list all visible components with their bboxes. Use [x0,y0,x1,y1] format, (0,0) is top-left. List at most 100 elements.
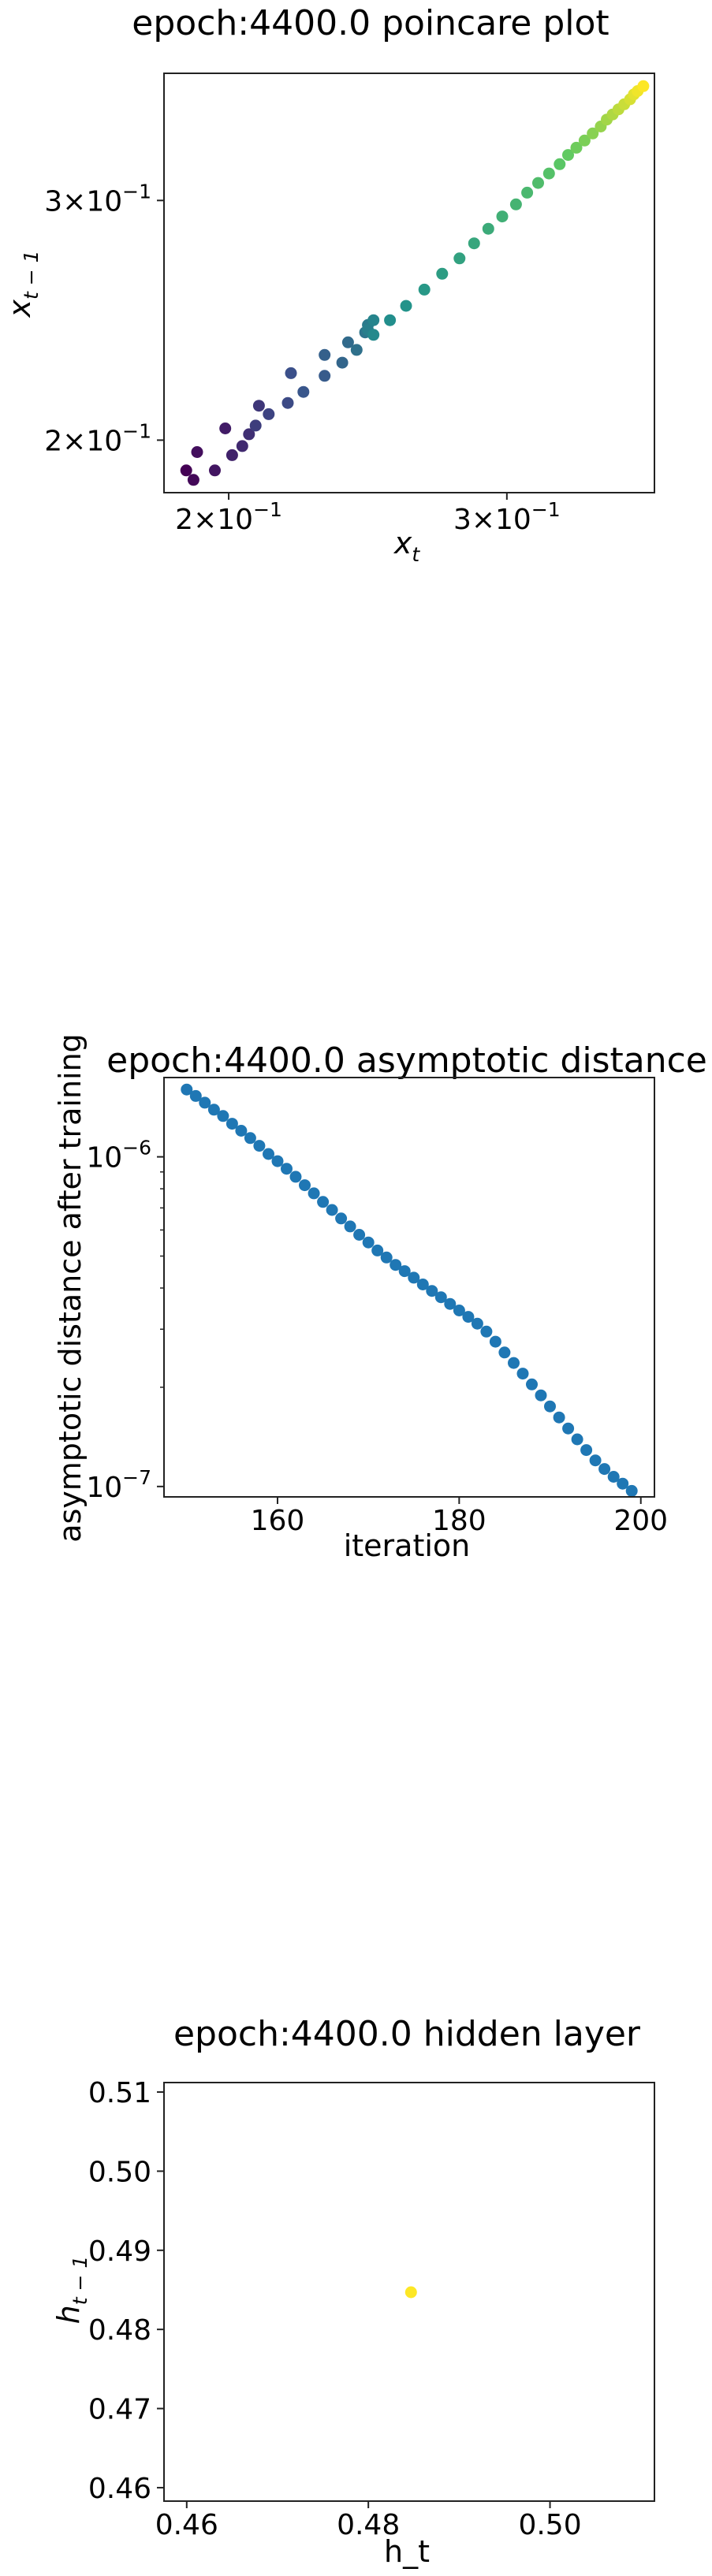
poincare-point [496,210,509,223]
asymptotic-point [589,1454,602,1467]
asymptotic-title: epoch:4400.0 asymptotic distance [106,1040,707,1081]
asymptotic-point [489,1335,501,1348]
asymptotic-point [317,1196,330,1208]
asymptotic-point [462,1311,475,1323]
hidden-layer-y-ticks: 0.46 0.47 0.48 0.49 0.50 0.51 [88,2077,164,2505]
asymptotic-axes-frame [163,1077,655,1498]
asymptotic-point [344,1220,356,1233]
hidden-layer-y-tick-label: 0.46 [88,2473,151,2505]
poincare-point [297,385,310,398]
asymptotic-point [263,1148,274,1160]
poincare-point [578,134,591,147]
poincare-point [336,356,349,369]
poincare-point [418,283,431,296]
hidden-layer-chart: epoch:4400.0 hidden layer 0.46 0.48 0.50 0… [51,2014,655,2569]
poincare-point [187,474,199,486]
asymptotic-point [508,1357,520,1369]
poincare-point [468,237,480,250]
poincare-y-tick-label: 2×10−1 [44,419,151,457]
poincare-point [482,222,494,235]
asymptotic-point [434,1291,447,1304]
hidden-layer-x-tick-label: 0.46 [155,2509,218,2541]
asymptotic-point [244,1132,256,1145]
asymptotic-point [498,1346,511,1359]
poincare-point [400,300,412,312]
asymptotic-x-tick-label: 160 [251,1505,305,1537]
poincare-point [367,329,380,341]
poincare-point [243,428,255,441]
asymptotic-point [380,1251,393,1264]
poincare-point [570,141,583,154]
asymptotic-point [416,1279,429,1290]
poincare-y-ticks: 2×10−1 3×10−1 [44,180,164,457]
asymptotic-y-tick-label: 10−6 [86,1137,151,1174]
asymptotic-chart: epoch:4400.0 asymptotic distance 160 180 2… [53,1033,707,1563]
asymptotic-point [253,1140,266,1152]
poincare-point [226,449,238,461]
poincare-point [436,267,449,280]
asymptotic-point [453,1305,465,1316]
hidden-layer-point [404,2286,417,2299]
asymptotic-point [480,1325,493,1338]
poincare-point [384,314,397,326]
asymptotic-point [226,1118,238,1130]
asymptotic-point [362,1236,375,1249]
poincare-x-ticks: 2×10−1 3×10−1 [175,493,561,536]
poincare-point [367,314,380,326]
asymptotic-point [281,1163,293,1175]
hidden-layer-y-tick-label: 0.49 [88,2235,151,2268]
poincare-point [562,149,574,162]
asymptotic-point [526,1378,538,1390]
asymptotic-point [535,1389,547,1402]
asymptotic-y-ticks: 10−7 10−6 [86,1137,164,1504]
asymptotic-point [444,1297,457,1310]
asymptotic-point [617,1477,629,1490]
asymptotic-point [199,1096,211,1109]
asymptotic-x-ticks: 160 180 200 [251,1497,668,1537]
asymptotic-y-label: asymptotic distance after training [53,1033,88,1543]
asymptotic-point [207,1104,220,1116]
asymptotic-point [217,1110,229,1122]
hidden-layer-y-tick-label: 0.48 [88,2314,151,2347]
poincare-point [521,186,534,199]
asymptotic-x-label: iteration [344,1528,471,1563]
hidden-layer-points [404,2286,417,2299]
asymptotic-points [181,1083,638,1497]
asymptotic-point [471,1317,483,1330]
poincare-point [319,370,331,382]
hidden-layer-y-tick-label: 0.47 [88,2394,151,2426]
poincare-point [191,446,203,458]
asymptotic-point [607,1471,620,1483]
hidden-layer-y-tick-label: 0.50 [88,2156,151,2188]
poincare-point [554,158,566,170]
asymptotic-point [580,1444,593,1457]
hidden-layer-x-ticks: 0.46 0.48 0.50 [155,2501,582,2541]
asymptotic-x-tick-label: 200 [613,1505,668,1537]
asymptotic-point [426,1285,438,1297]
asymptotic-x-tick-label: 180 [432,1505,486,1537]
asymptotic-point [625,1484,638,1497]
poincare-point [285,367,297,379]
poincare-point [319,348,331,361]
hidden-layer-x-tick-label: 0.50 [518,2509,581,2541]
poincare-title: epoch:4400.0 poincare plot [132,3,609,43]
asymptotic-point [408,1271,420,1284]
poincare-x-tick-label: 2×10−1 [175,498,282,536]
hidden-layer-x-tick-label: 0.48 [337,2509,400,2541]
asymptotic-point [326,1204,338,1216]
poincare-point [587,127,599,140]
asymptotic-point [598,1463,611,1476]
asymptotic-point [271,1155,284,1167]
asymptotic-point [398,1265,411,1278]
hidden-layer-axes-frame [163,2082,655,2502]
poincare-x-tick-label: 3×10−1 [453,498,561,536]
asymptotic-point [189,1089,202,1102]
poincare-point [532,177,544,189]
poincare-point [509,198,522,210]
hidden-layer-y-label: ht − 1 [51,2256,91,2325]
asymptotic-point [553,1411,565,1424]
asymptotic-point [353,1229,366,1241]
poincare-point [453,252,466,265]
asymptotic-point [299,1179,311,1192]
